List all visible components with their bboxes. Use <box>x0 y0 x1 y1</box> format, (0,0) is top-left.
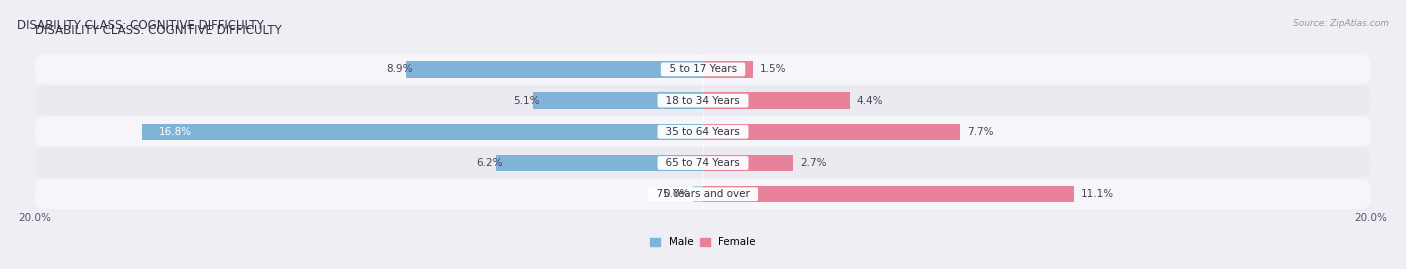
FancyBboxPatch shape <box>35 86 1371 116</box>
Text: DISABILITY CLASS: COGNITIVE DIFFICULTY: DISABILITY CLASS: COGNITIVE DIFFICULTY <box>17 19 263 32</box>
Bar <box>693 186 703 202</box>
Text: 35 to 64 Years: 35 to 64 Years <box>659 127 747 137</box>
FancyBboxPatch shape <box>35 179 1371 209</box>
Bar <box>703 155 793 171</box>
FancyBboxPatch shape <box>35 148 1371 178</box>
Text: 4.4%: 4.4% <box>856 95 883 106</box>
Text: 11.1%: 11.1% <box>1080 189 1114 199</box>
Text: 1.5%: 1.5% <box>759 64 786 75</box>
Text: 6.2%: 6.2% <box>477 158 502 168</box>
Legend: Male, Female: Male, Female <box>645 233 761 252</box>
Bar <box>533 93 703 109</box>
Bar <box>703 61 754 77</box>
FancyBboxPatch shape <box>35 54 1371 84</box>
Text: 65 to 74 Years: 65 to 74 Years <box>659 158 747 168</box>
Bar <box>406 61 703 77</box>
Text: 5.1%: 5.1% <box>513 95 540 106</box>
FancyBboxPatch shape <box>35 117 1371 147</box>
Text: 75 Years and over: 75 Years and over <box>650 189 756 199</box>
Bar <box>142 124 703 140</box>
Text: 8.9%: 8.9% <box>387 64 412 75</box>
Bar <box>703 186 1074 202</box>
Text: 7.7%: 7.7% <box>967 127 993 137</box>
Text: 0.0%: 0.0% <box>664 189 689 199</box>
Text: 16.8%: 16.8% <box>159 127 191 137</box>
Text: 18 to 34 Years: 18 to 34 Years <box>659 95 747 106</box>
Text: DISABILITY CLASS: COGNITIVE DIFFICULTY: DISABILITY CLASS: COGNITIVE DIFFICULTY <box>35 24 281 37</box>
Text: Source: ZipAtlas.com: Source: ZipAtlas.com <box>1294 19 1389 28</box>
Bar <box>496 155 703 171</box>
Text: 2.7%: 2.7% <box>800 158 827 168</box>
Text: 5 to 17 Years: 5 to 17 Years <box>662 64 744 75</box>
Bar <box>703 124 960 140</box>
Bar <box>703 93 849 109</box>
